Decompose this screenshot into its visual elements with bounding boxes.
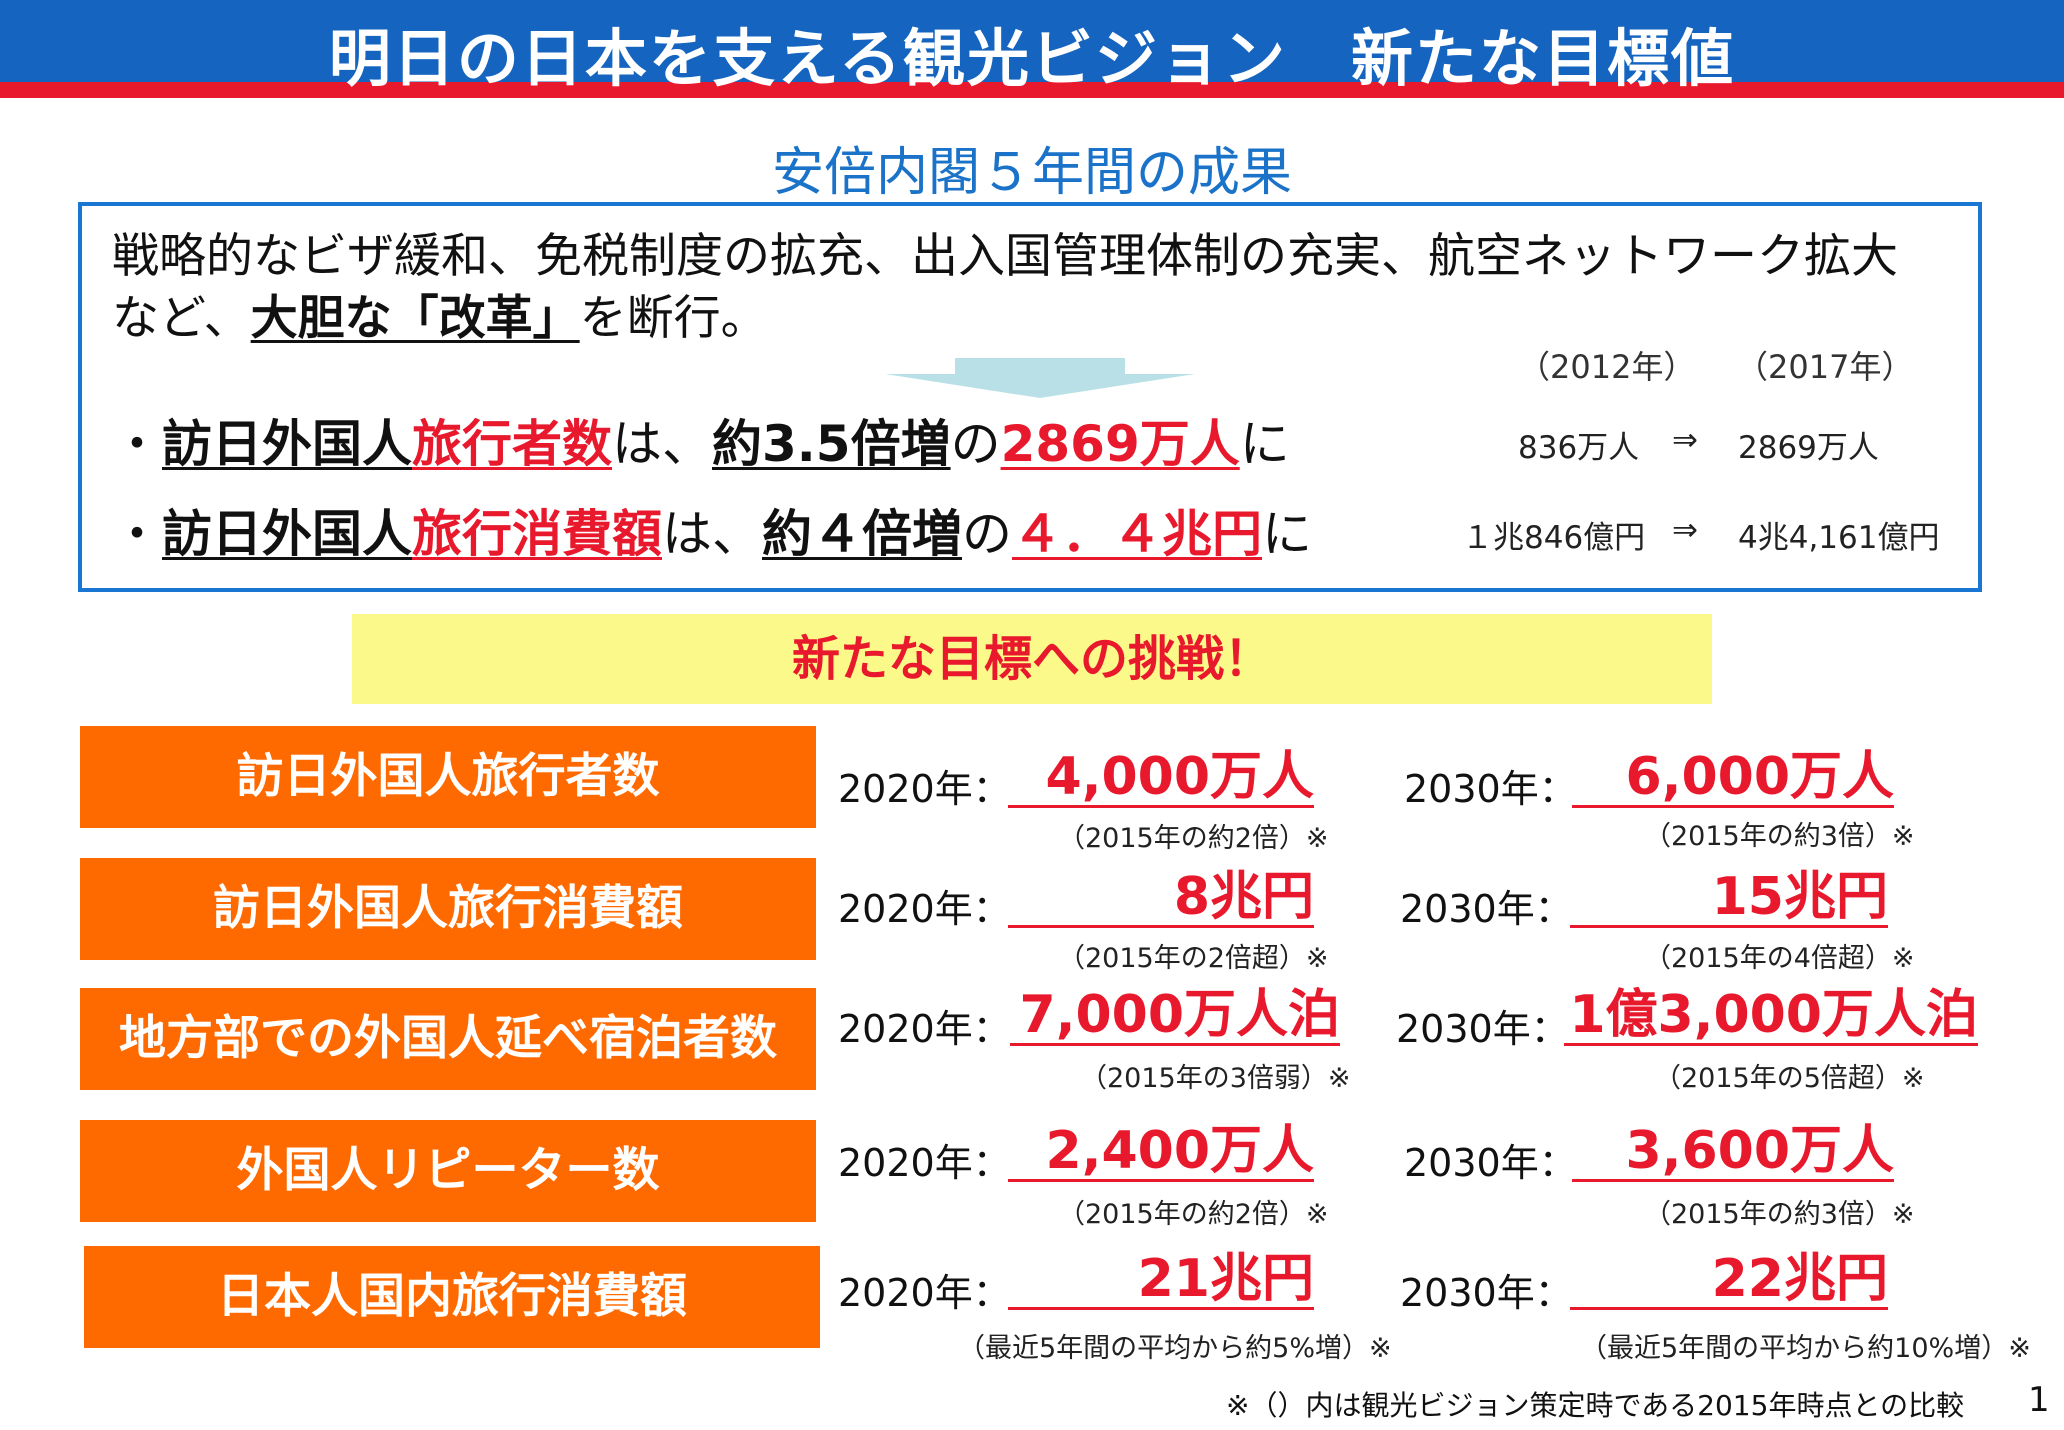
- spending-2017: 4兆4,161億円: [1738, 520, 1940, 556]
- bullet-metric: 旅行消費額: [412, 505, 662, 563]
- year-2030-label: 2030年：: [1404, 1141, 1577, 1185]
- results-box: [78, 202, 1982, 592]
- bullet-particle: は、: [612, 415, 712, 473]
- target-label-spending: 訪日外国人旅行消費額: [80, 858, 816, 960]
- target-2030-value: 3,600万人: [1572, 1120, 1894, 1182]
- year-2030-label: 2030年：: [1396, 1007, 1569, 1051]
- intro-text-c: を断行。: [579, 291, 768, 346]
- target-2030-note: （2015年の約3倍）※: [1644, 1199, 1915, 1230]
- year-2020-label: 2020年：: [838, 887, 1011, 931]
- result-bullet-spending: ・訪日外国人旅行消費額は、約４倍増の４．４兆円に: [112, 494, 1312, 566]
- target-2030-note: （2015年の5倍超）※: [1654, 1063, 1925, 1094]
- year-to-label: （2017年）: [1736, 348, 1914, 386]
- reform-highlight: 大胆な「改革」: [250, 291, 580, 346]
- page-title: 明日の日本を支える観光ビジョン 新たな目標値: [328, 22, 1736, 95]
- visitors-2017: 2869万人: [1738, 430, 1879, 466]
- bullet-particle: の: [950, 415, 1001, 473]
- target-2020-note: （2015年の約2倍）※: [1058, 1199, 1329, 1230]
- challenge-banner: 新たな目標への挑戦！: [352, 614, 1712, 704]
- target-2020-value: 8兆円: [1008, 866, 1314, 928]
- comparison-arrow: ⇒: [1672, 422, 1698, 458]
- target-2020-note: （2015年の2倍超）※: [1058, 943, 1329, 974]
- bullet-growth: 約４倍増: [762, 505, 962, 563]
- target-label-repeaters: 外国人リピーター数: [80, 1120, 816, 1222]
- target-2020-value: 21兆円: [1008, 1248, 1314, 1310]
- down-arrow-icon: [885, 358, 1195, 398]
- year-from-label: （2012年）: [1518, 348, 1696, 386]
- year-2020-label: 2020年：: [838, 1141, 1011, 1185]
- target-2020-note: （2015年の3倍弱）※: [1080, 1063, 1351, 1094]
- title-bar: [0, 0, 2064, 82]
- spending-2012: １兆846億円: [1462, 520, 1646, 556]
- intro-text: 戦略的なビザ緩和、免税制度の拡充、出入国管理体制の充実、航空ネットワーク拡大 な…: [112, 226, 1972, 350]
- bullet-dot: ・: [112, 415, 162, 473]
- year-2020-label: 2020年：: [838, 1271, 1011, 1315]
- target-label-overnight-stays: 地方部での外国人延べ宿泊者数: [80, 988, 816, 1090]
- target-label-visitors: 訪日外国人旅行者数: [80, 726, 816, 828]
- intro-text-a: など、: [112, 291, 251, 346]
- footnote: ※（）内は観光ビジョン策定時である2015年時点との比較: [1226, 1389, 1965, 1422]
- title-underline-stripe: [0, 82, 2064, 98]
- target-2030-note: （最近5年間の平均から約10%増）※: [1580, 1333, 2031, 1364]
- bullet-particle: の: [962, 505, 1012, 563]
- bullet-growth: 約3.5倍増: [712, 415, 951, 473]
- bullet-value: ４．４兆円: [1012, 505, 1262, 563]
- target-2030-value: 22兆円: [1570, 1248, 1888, 1310]
- bullet-metric: 旅行者数: [412, 415, 612, 473]
- intro-line-2: など、大胆な「改革」を断行。: [112, 288, 1972, 350]
- year-2030-label: 2030年：: [1400, 887, 1573, 931]
- bullet-subject: 訪日外国人: [162, 415, 412, 473]
- year-2030-label: 2030年：: [1400, 1271, 1573, 1315]
- bullet-particle: は、: [662, 505, 762, 563]
- visitors-2012: 836万人: [1518, 430, 1640, 466]
- year-2030-label: 2030年：: [1404, 767, 1577, 811]
- target-2020-note: （2015年の約2倍）※: [1058, 823, 1329, 854]
- target-2020-value: 4,000万人: [1008, 746, 1314, 808]
- bullet-subject: 訪日外国人: [162, 505, 412, 563]
- year-2020-label: 2020年：: [838, 1007, 1011, 1051]
- result-bullet-visitors: ・訪日外国人旅行者数は、約3.5倍増の2869万人に: [112, 404, 1290, 476]
- target-2020-value: 2,400万人: [1008, 1120, 1314, 1182]
- target-2030-note: （2015年の4倍超）※: [1644, 943, 1915, 974]
- target-2020-note: （最近5年間の平均から約5%増）※: [958, 1333, 1392, 1364]
- target-2030-value: 6,000万人: [1572, 746, 1894, 808]
- target-2030-value: 1億3,000万人泊: [1564, 984, 1978, 1046]
- page-number: 1: [2028, 1380, 2050, 1420]
- target-2020-value: 7,000万人泊: [1010, 984, 1340, 1046]
- bullet-particle: に: [1239, 415, 1290, 473]
- bullet-particle: に: [1262, 505, 1312, 563]
- bullet-dot: ・: [112, 505, 162, 563]
- comparison-arrow: ⇒: [1672, 512, 1698, 548]
- intro-line-1: 戦略的なビザ緩和、免税制度の拡充、出入国管理体制の充実、航空ネットワーク拡大: [112, 229, 1898, 284]
- section-subtitle: 安倍内閣５年間の成果: [771, 143, 1292, 203]
- target-2030-note: （2015年の約3倍）※: [1644, 821, 1915, 852]
- bullet-value: 2869万人: [1000, 415, 1240, 473]
- target-label-domestic-spending: 日本人国内旅行消費額: [84, 1246, 820, 1348]
- target-2030-value: 15兆円: [1570, 866, 1888, 928]
- year-2020-label: 2020年：: [838, 767, 1011, 811]
